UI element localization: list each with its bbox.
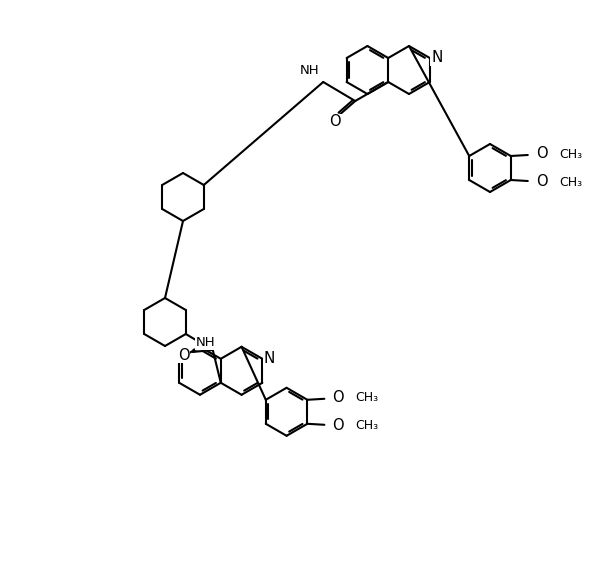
Text: CH₃: CH₃ <box>559 148 582 161</box>
Text: O: O <box>536 146 548 161</box>
Text: NH: NH <box>300 64 319 77</box>
Text: CH₃: CH₃ <box>355 419 378 432</box>
Text: CH₃: CH₃ <box>559 176 582 189</box>
Text: O: O <box>333 418 344 433</box>
Text: O: O <box>536 174 548 189</box>
Text: O: O <box>333 390 344 406</box>
Text: N: N <box>263 351 275 366</box>
Text: O: O <box>330 114 341 129</box>
Text: CH₃: CH₃ <box>355 391 378 404</box>
Text: O: O <box>178 348 190 363</box>
Text: N: N <box>431 50 442 66</box>
Text: NH: NH <box>195 336 215 349</box>
